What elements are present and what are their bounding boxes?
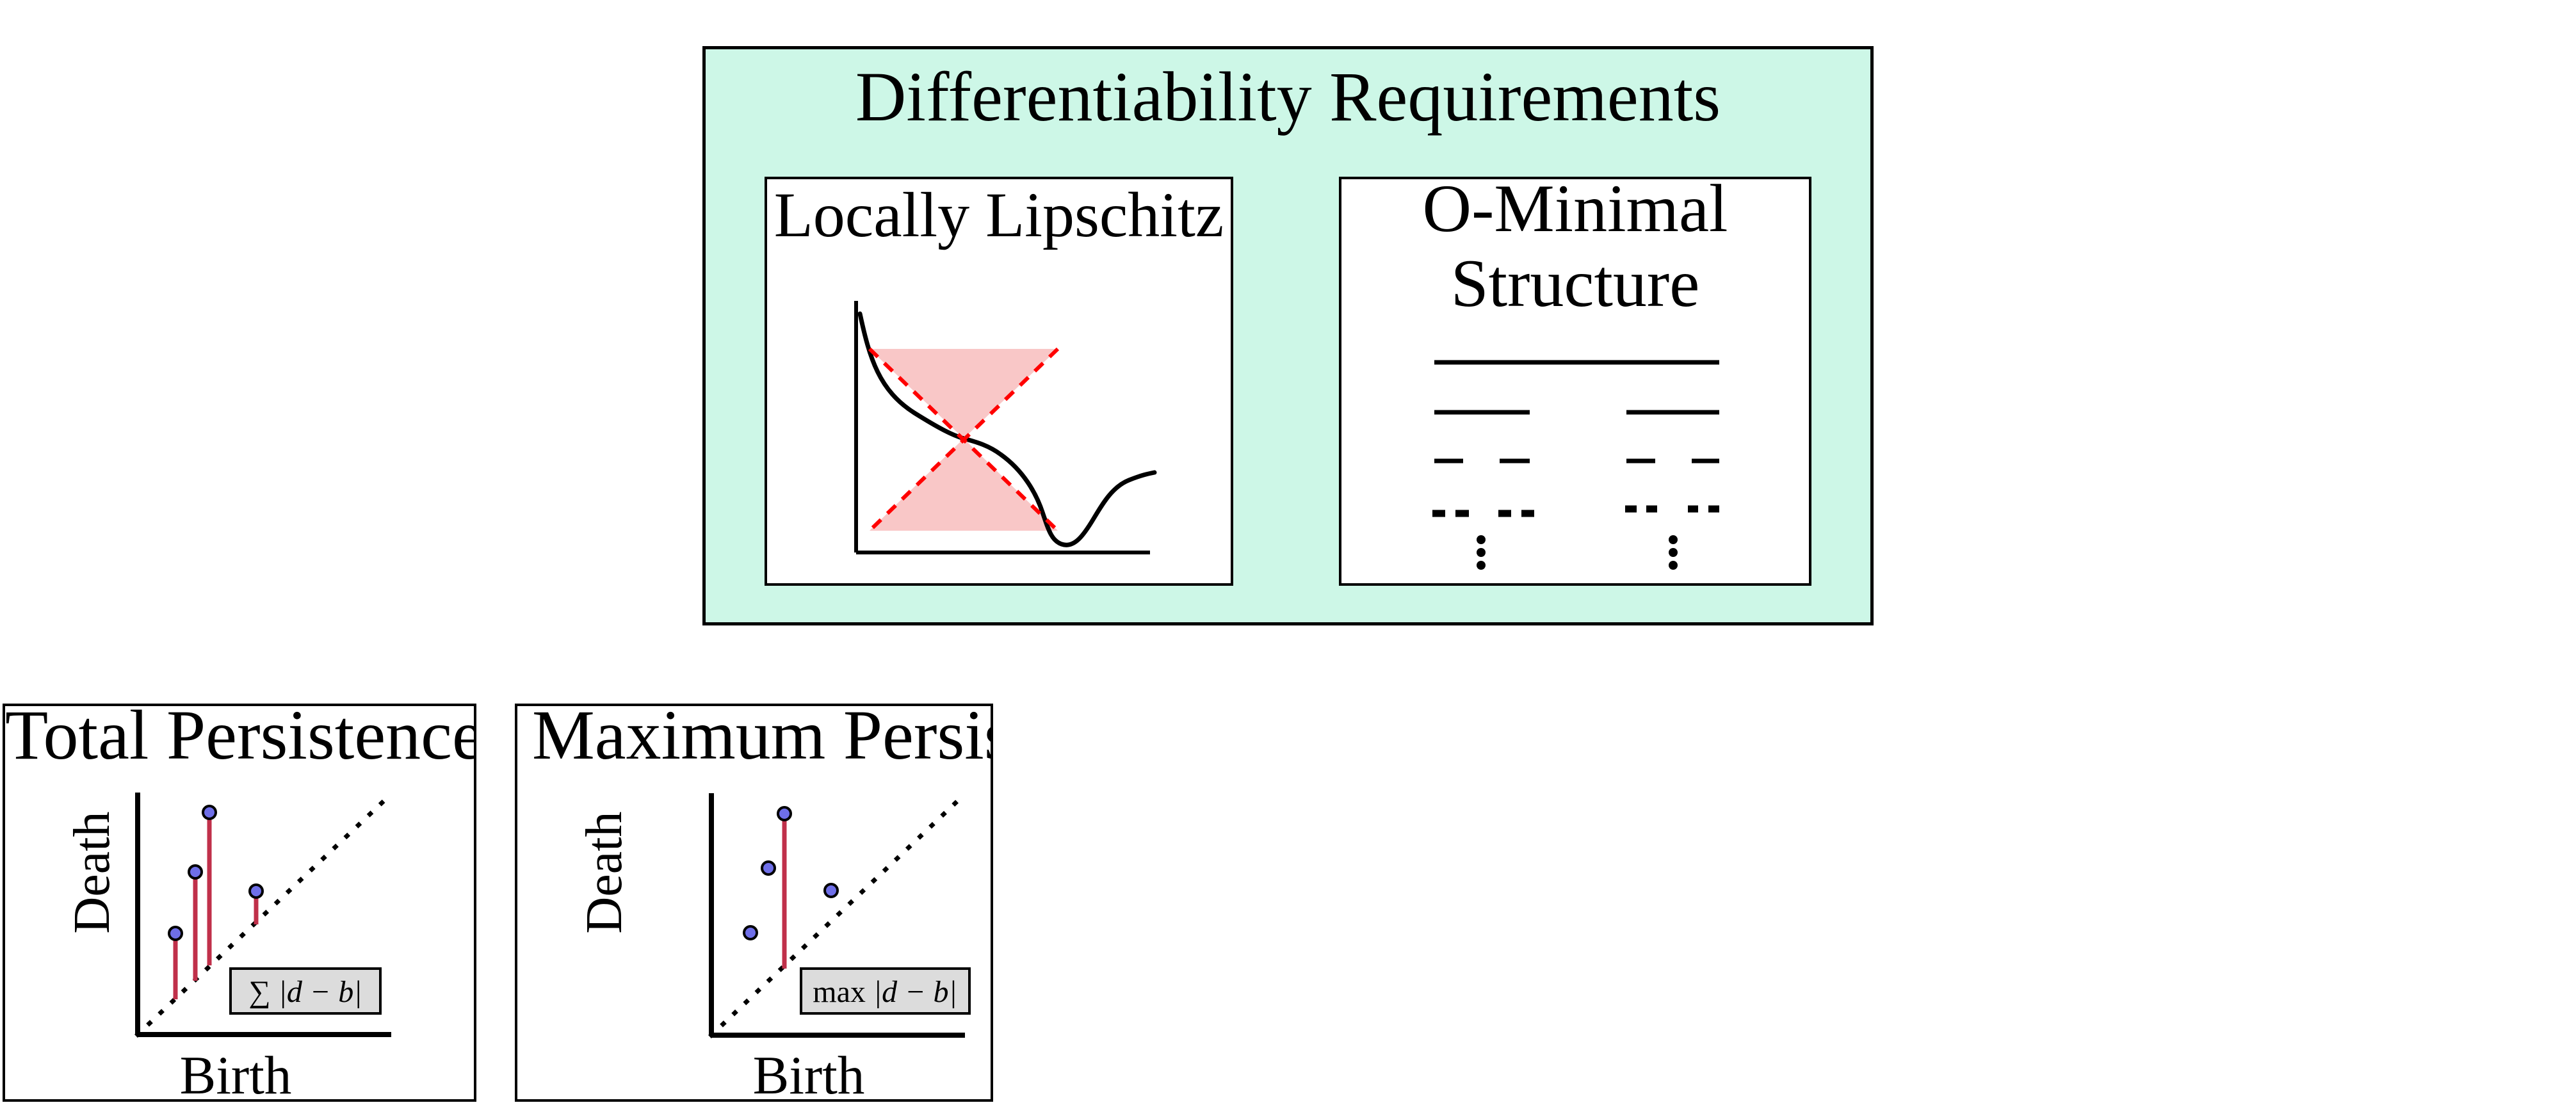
svg-text:max |d − b|: max |d − b| <box>813 975 957 1009</box>
svg-text:∑ |d − b|: ∑ |d − b| <box>249 975 362 1009</box>
